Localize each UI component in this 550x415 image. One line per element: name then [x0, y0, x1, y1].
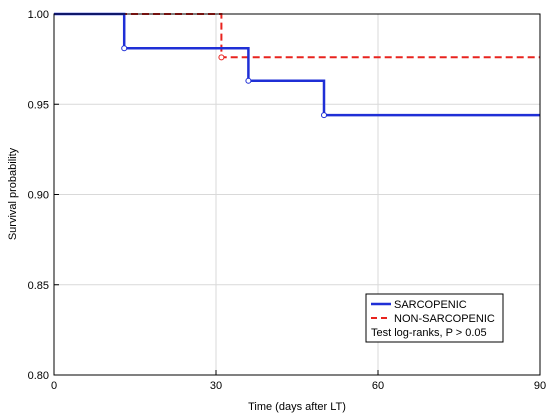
y-tick-label: 1.00	[28, 9, 49, 21]
series-line-sarcopenic	[54, 12, 540, 117]
censor-mark	[121, 45, 128, 52]
censor-mark	[218, 54, 225, 61]
x-axis-title: Time (days after LT)	[248, 401, 346, 413]
x-tick-label: 0	[51, 380, 57, 392]
censor-mark	[245, 77, 252, 84]
legend-annotation: Test log-ranks, P > 0.05	[371, 327, 487, 339]
legend-label-sarcopenic: SARCOPENIC	[394, 299, 467, 311]
axis-ticks: 0 30 60 90 0.80 0.85 0.90 0.95 1.00	[28, 9, 547, 392]
y-tick-label: 0.90	[28, 190, 49, 202]
x-tick-label: 60	[372, 380, 384, 392]
x-tick-label: 90	[534, 380, 546, 392]
legend: SARCOPENIC NON-SARCOPENIC Test log-ranks…	[365, 293, 504, 343]
legend-box	[365, 293, 504, 343]
y-axis-title: Survival probability	[7, 147, 19, 240]
y-tick-label: 0.95	[28, 99, 49, 111]
censor-mark	[321, 112, 327, 119]
x-tick-label: 30	[210, 380, 222, 392]
y-tick-label: 0.85	[28, 280, 49, 292]
legend-label-non-sarcopenic: NON-SARCOPENIC	[394, 313, 495, 325]
y-tick-label: 0.80	[28, 370, 49, 382]
